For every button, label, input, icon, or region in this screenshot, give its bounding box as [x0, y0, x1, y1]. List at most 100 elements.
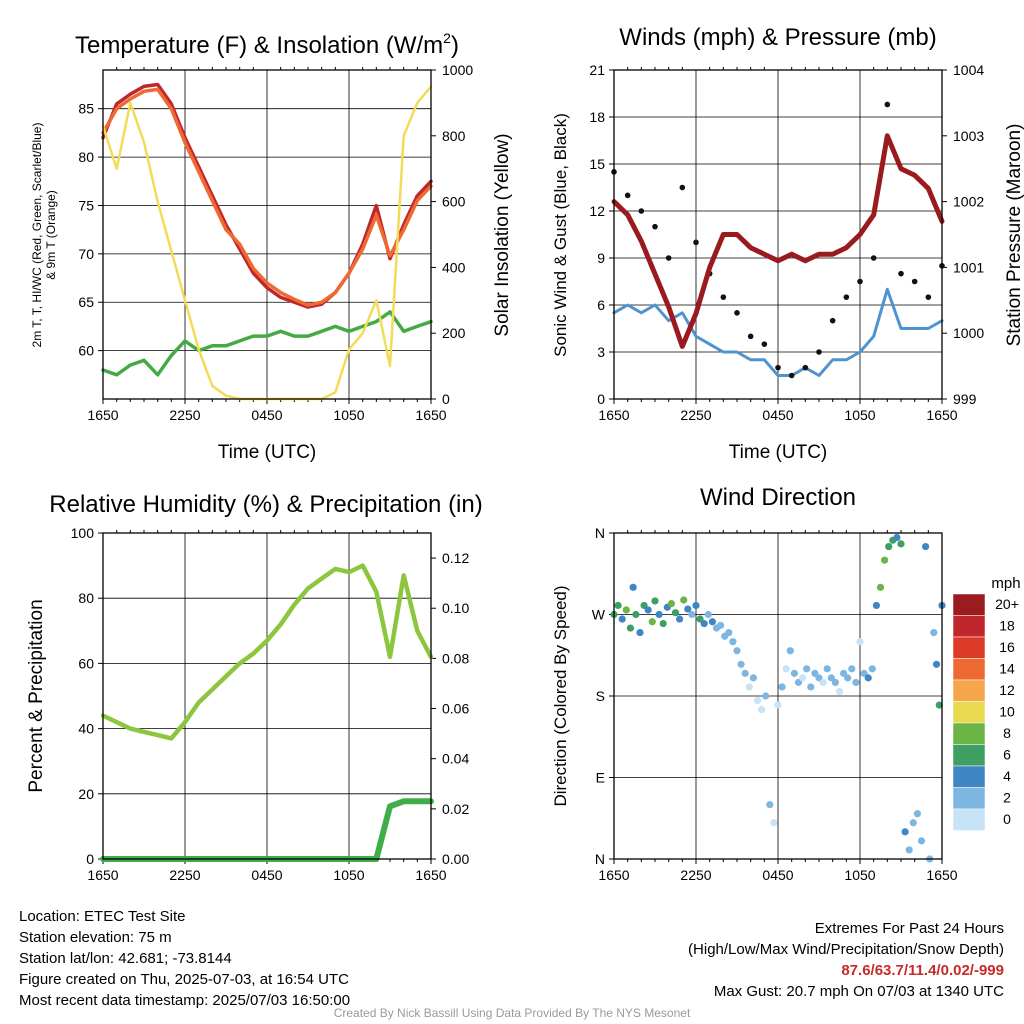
y-tick-label: 85: [78, 101, 94, 117]
plot-frame: [102, 69, 432, 400]
direction-point: [799, 674, 807, 682]
gust-point: [638, 208, 645, 214]
y-right-tick-label: 200: [442, 325, 466, 341]
x-tick-label: 1050: [333, 407, 364, 423]
direction-point: [868, 665, 876, 673]
direction-point: [930, 629, 938, 637]
direction-point: [922, 542, 930, 551]
y-right-tick-label: 800: [442, 128, 466, 144]
direction-point: [644, 606, 652, 614]
legend-label: 2: [1003, 790, 1011, 806]
direction-point: [935, 701, 943, 709]
y-tick-label: 100: [71, 525, 95, 541]
legend-label: 0: [1003, 811, 1011, 827]
relative-humidity-line: [100, 563, 434, 741]
direction-point: [782, 665, 790, 673]
direction-point: [626, 624, 635, 632]
y-tick-label: 18: [589, 109, 605, 125]
gust-point: [693, 239, 699, 246]
y-right-tick-label: 600: [442, 194, 466, 210]
direction-point: [692, 601, 700, 610]
gust-point: [829, 317, 836, 324]
direction-point: [729, 638, 737, 646]
legend-label: 10: [999, 704, 1015, 720]
y-right-tick-label: 1000: [442, 62, 473, 78]
y-right-tick-label: 1000: [953, 325, 984, 341]
max-gust: Max Gust: 20.7 mph On 07/03 at 1340 UTC: [713, 983, 1004, 1000]
direction-point: [893, 533, 901, 542]
x-tick-label: 0450: [251, 407, 282, 423]
legend-swatch: [952, 744, 986, 767]
gust-point: [911, 278, 918, 285]
y-right-tick-label: 0.06: [442, 701, 469, 717]
legend-label: 16: [999, 639, 1015, 655]
direction-point: [614, 601, 622, 610]
direction-point: [807, 683, 815, 691]
y-tick-label: 60: [78, 343, 94, 359]
gust-point: [802, 364, 809, 371]
x-tick-label: 1650: [598, 407, 629, 423]
legend-label: 6: [1003, 747, 1011, 763]
direction-point: [876, 583, 885, 591]
gust-point: [747, 333, 754, 340]
y-tick-label: 80: [78, 149, 94, 165]
x-tick-label: 2250: [169, 867, 200, 883]
speed-legend: 20+ 18 16 14 12 10 8 6 4 2 0: [952, 593, 1019, 831]
direction-point: [671, 609, 680, 617]
legend-label: 8: [1003, 725, 1011, 741]
direction-point: [932, 660, 941, 668]
direction-point: [803, 665, 811, 673]
y-tick-label: S: [596, 688, 605, 704]
gust-point: [761, 341, 768, 347]
legend-swatch: [952, 722, 986, 745]
direction-point: [684, 605, 692, 613]
sonic-wind-line: [612, 287, 944, 377]
gust-point: [624, 192, 631, 199]
y-right-tick-label: 999: [953, 391, 977, 407]
extremes-info: Extremes For Past 24 Hours (High/Low/Max…: [688, 918, 1004, 1002]
direction-point: [676, 615, 684, 623]
temp-insolation-plot: 1650 2250 0450 1050 1650 60 65 70 75 80 85 0 200 400 6…: [78, 62, 473, 423]
station-latlon: Station lat/lon: 42.681; -73.8144: [19, 950, 232, 967]
direction-point: [737, 660, 745, 668]
direction-point: [618, 615, 626, 623]
direction-point: [762, 692, 770, 700]
direction-point: [831, 678, 840, 687]
legend-label: 12: [999, 682, 1015, 698]
x-tick-label: 1050: [333, 867, 364, 883]
direction-point: [659, 619, 667, 628]
temp-ylabel-left: 2m T, T, HI/WC (Red, Green, Scarlet/Blue…: [30, 123, 58, 348]
gust-point: [843, 294, 850, 300]
legend-swatch: [952, 679, 986, 702]
direction-point: [864, 674, 872, 682]
x-tick-label: 0450: [762, 867, 793, 883]
direction-point: [708, 618, 717, 626]
dir-panel-title: Wind Direction: [700, 484, 856, 511]
wind-pressure-plot: 1650 2250 0450 1050 165003691215182199910001…: [589, 62, 984, 423]
x-tick-label: 2250: [680, 407, 711, 423]
y-tick-label: 6: [597, 297, 605, 313]
legend-label: 20+: [995, 596, 1019, 612]
direction-point: [753, 696, 762, 705]
direction-point: [651, 597, 659, 605]
direction-point: [897, 540, 905, 548]
direction-point: [909, 819, 917, 827]
station-pressure-line: [611, 133, 945, 349]
y-tick-label: 0: [86, 851, 94, 867]
gust-point: [788, 372, 795, 379]
direction-point: [852, 678, 860, 687]
temp-ylabel-left-line1: 2m T, T, HI/WC (Red, Green, Scarlet/Blue…: [30, 123, 44, 348]
direction-point: [917, 837, 926, 845]
extremes-title: Extremes For Past 24 Hours: [814, 920, 1004, 937]
direction-point: [700, 619, 708, 628]
y-tick-label: W: [592, 607, 606, 623]
legend-label: 18: [999, 618, 1015, 634]
gust-point: [720, 294, 727, 300]
direction-point: [885, 542, 893, 551]
gust-point: [734, 310, 740, 316]
extremes-values: 87.6/63.7/11.4/0.02/-999: [841, 962, 1004, 979]
y-tick-label: 12: [589, 203, 605, 219]
y-tick-label: 3: [597, 344, 605, 360]
station-elevation: Station elevation: 75 m: [19, 929, 172, 946]
